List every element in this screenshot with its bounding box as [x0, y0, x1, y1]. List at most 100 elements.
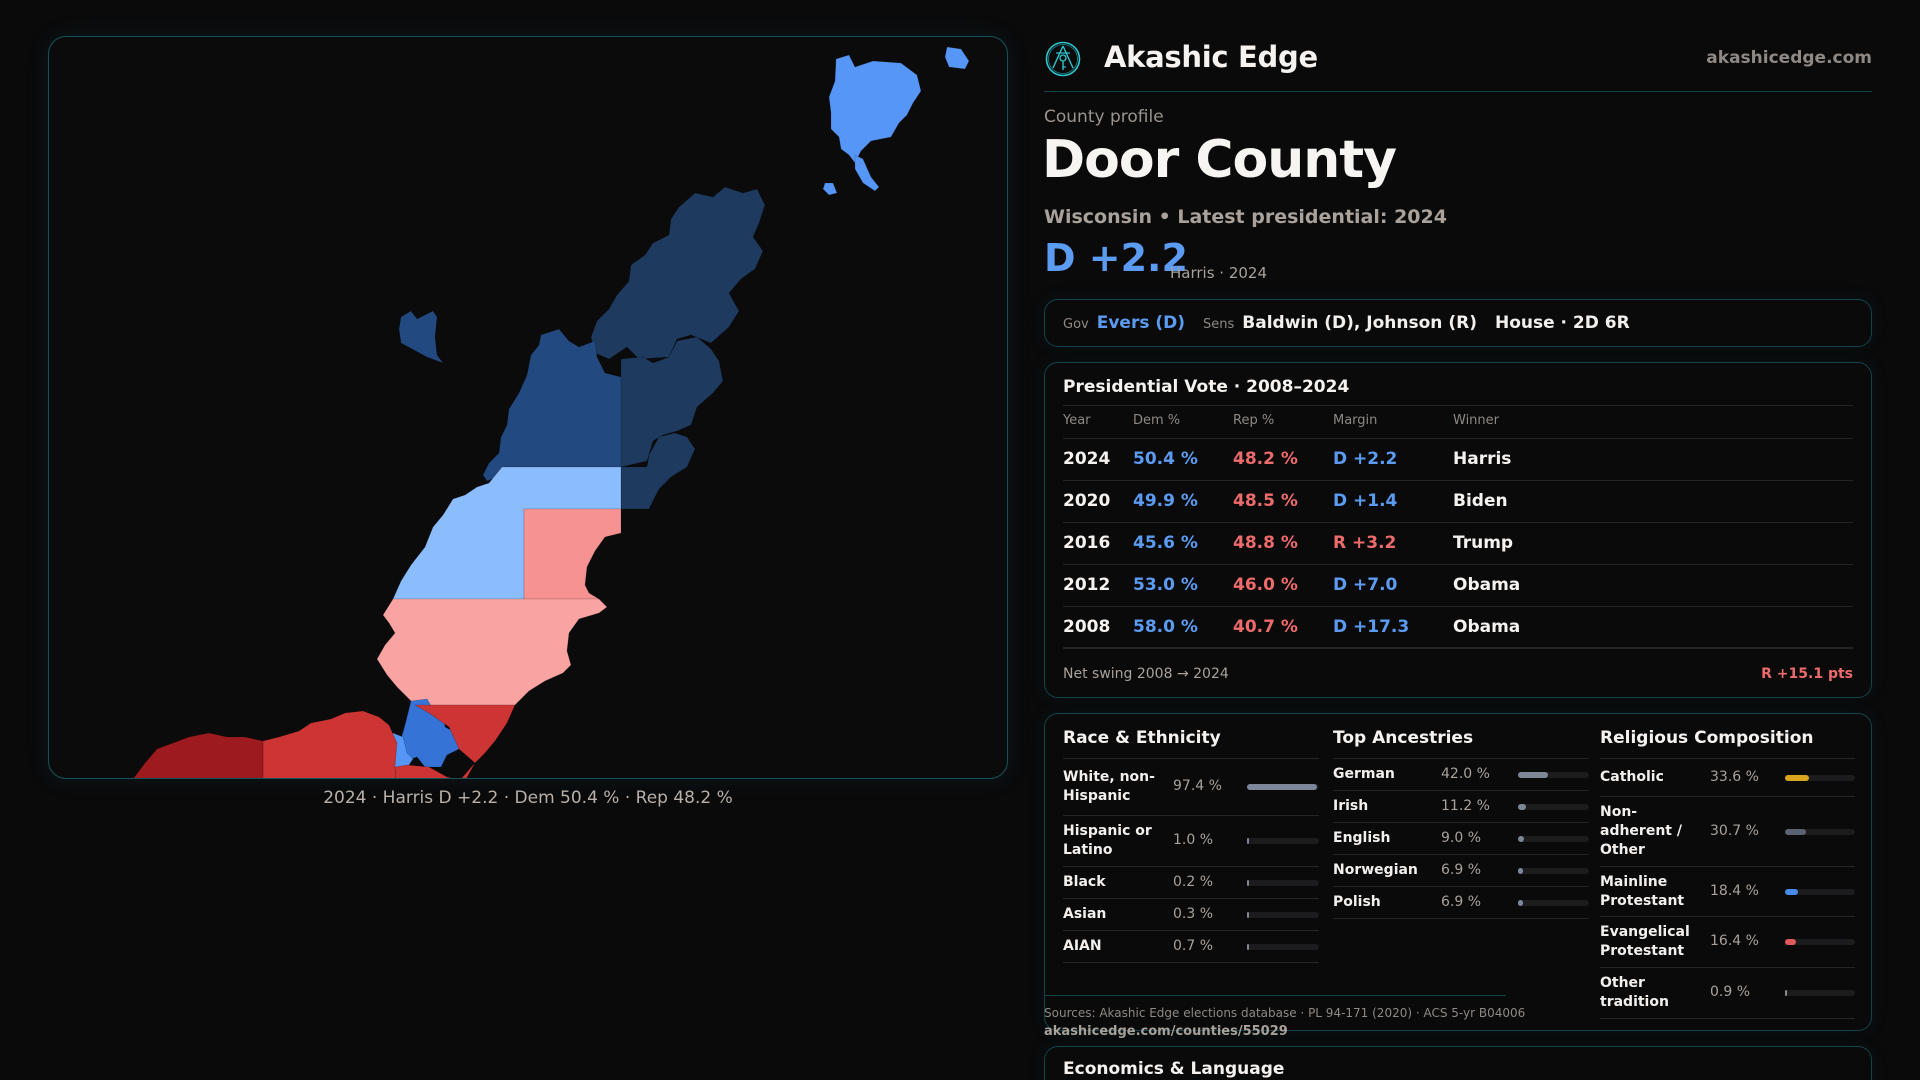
table-row[interactable]: 2008 58.0 % 40.7 % D +17.3 Obama [1063, 607, 1853, 648]
divider [1063, 522, 1853, 523]
map-region-plum-island[interactable] [822, 182, 838, 196]
cell-margin: D +7.0 [1333, 575, 1398, 595]
stat-bar [1518, 835, 1589, 842]
divider [1600, 866, 1855, 867]
divider [1063, 648, 1853, 649]
stat-row: Black 0.2 % [1063, 867, 1319, 898]
divider [1063, 815, 1319, 816]
stat-row: Mainline Protestant 18.4 % [1600, 867, 1855, 916]
demographics-card: Race & Ethnicity White, non-Hispanic 97.4… [1044, 713, 1872, 1031]
brand-url-link[interactable]: akashicedge.com [1706, 48, 1872, 68]
net-swing-value: R +15.1 pts [1761, 666, 1853, 682]
senators-label: Sens [1203, 317, 1235, 332]
map-region-brussels-north[interactable] [99, 732, 264, 779]
map-region-nasewaupee-north[interactable] [376, 598, 608, 714]
cell-rep-pct: 46.0 % [1233, 575, 1298, 595]
stat-value: 0.3 % [1173, 905, 1214, 922]
county-precinct-map[interactable] [49, 37, 1008, 779]
stat-label: Other tradition [1600, 975, 1669, 1010]
stat-bar-fill [1247, 943, 1249, 950]
divider [1600, 796, 1855, 797]
table-row[interactable]: 2016 45.6 % 48.8 % R +3.2 Trump [1063, 523, 1853, 564]
senators-value: Baldwin (D), Johnson (R) [1242, 313, 1477, 333]
stat-bar [1785, 939, 1855, 945]
stat-row: White, non-Hispanic 97.4 % [1063, 759, 1319, 815]
map-region-sturgeon-bay-east[interactable] [523, 508, 622, 600]
stat-bar [1247, 911, 1319, 918]
cell-margin: D +2.2 [1333, 449, 1398, 469]
stat-bar-fill [1785, 990, 1787, 996]
stat-row: Irish 11.2 % [1333, 791, 1589, 822]
stat-label: Black [1063, 874, 1106, 890]
page-title: Door County [1042, 130, 1397, 190]
cell-dem-pct: 50.4 % [1133, 449, 1198, 469]
map-region-nasewaupee[interactable] [262, 710, 398, 779]
cell-dem-pct: 45.6 % [1133, 533, 1198, 553]
map-region-egg-harbor[interactable] [482, 328, 622, 482]
header-winner: Winner [1453, 413, 1500, 428]
map-region-forestville-north[interactable] [394, 704, 516, 779]
map-region-washington-island[interactable] [828, 54, 922, 164]
cell-margin: R +3.2 [1333, 533, 1397, 553]
stat-label: Asian [1063, 906, 1107, 922]
divider [1600, 758, 1855, 759]
brand-name[interactable]: Akashic Edge [1104, 40, 1318, 74]
map-region-baileys-harbor[interactable] [620, 336, 724, 468]
permalink[interactable]: akashicedge.com/counties/55029 [1044, 1024, 1288, 1039]
stat-bar [1247, 879, 1319, 886]
stat-bar [1518, 803, 1589, 810]
stat-label: Mainline Protestant [1600, 873, 1685, 909]
stat-label: Hispanic or Latino [1063, 823, 1152, 858]
site-header: Akashic Edge akashicedge.com [1044, 36, 1872, 92]
economics-language-title: Economics & Language [1063, 1059, 1285, 1079]
cell-winner: Obama [1453, 575, 1521, 595]
map-region-detroit-island[interactable] [854, 154, 880, 192]
stat-label: White, non-Hispanic [1063, 769, 1155, 804]
stat-row: Polish 6.9 % [1333, 887, 1589, 918]
stat-value: 30.7 % [1710, 822, 1759, 839]
header-year: Year [1063, 413, 1091, 428]
stat-bar [1518, 899, 1589, 906]
stat-row: Norwegian 6.9 % [1333, 855, 1589, 886]
stat-row: Asian 0.3 % [1063, 899, 1319, 930]
divider [1063, 962, 1319, 963]
cell-year: 2016 [1063, 533, 1111, 553]
divider [1063, 866, 1319, 867]
stat-bar-fill [1247, 911, 1249, 918]
sources-text: Sources: Akashic Edge elections database… [1044, 1006, 1526, 1020]
stat-value: 1.0 % [1173, 832, 1214, 848]
stat-label: Polish [1333, 894, 1381, 910]
stat-row: Catholic 33.6 % [1600, 759, 1855, 796]
map-region-chambers-island[interactable] [398, 310, 444, 364]
cell-winner: Obama [1453, 617, 1521, 637]
divider [1063, 606, 1853, 607]
cell-year: 2024 [1063, 449, 1111, 469]
stat-bar-fill [1785, 939, 1797, 945]
stat-value: 0.2 % [1173, 873, 1214, 890]
page-subtitle: Wisconsin • Latest presidential: 2024 [1044, 206, 1447, 228]
map-region-liberty-grove[interactable] [590, 186, 766, 360]
stat-value: 9.0 % [1441, 829, 1482, 846]
divider [1333, 822, 1589, 823]
stat-bar [1785, 828, 1855, 835]
divider [1063, 758, 1319, 759]
stat-bar-fill [1785, 888, 1798, 895]
stat-label: Catholic [1600, 769, 1664, 785]
map-region-sevastopol-north[interactable] [620, 432, 696, 510]
divider [1600, 916, 1855, 917]
table-row[interactable]: 2024 50.4 % 48.2 % D +2.2 Harris [1063, 439, 1853, 480]
county-map-panel[interactable] [48, 36, 1008, 779]
map-region-rock-island[interactable] [944, 46, 970, 70]
cell-dem-pct: 58.0 % [1133, 617, 1198, 637]
stat-label: Evangelical Protestant [1600, 924, 1690, 959]
compass-key-emblem-icon[interactable] [1044, 40, 1082, 78]
stat-label: Norwegian [1333, 862, 1418, 878]
stat-bar [1785, 888, 1855, 895]
stat-row: English 9.0 % [1333, 823, 1589, 854]
table-row[interactable]: 2020 49.9 % 48.5 % D +1.4 Biden [1063, 481, 1853, 522]
table-row[interactable]: 2012 53.0 % 46.0 % D +7.0 Obama [1063, 565, 1853, 606]
stat-bar [1247, 943, 1319, 950]
divider [1600, 1018, 1855, 1019]
cell-rep-pct: 40.7 % [1233, 617, 1298, 637]
stat-row: Hispanic or Latino 1.0 % [1063, 816, 1319, 866]
